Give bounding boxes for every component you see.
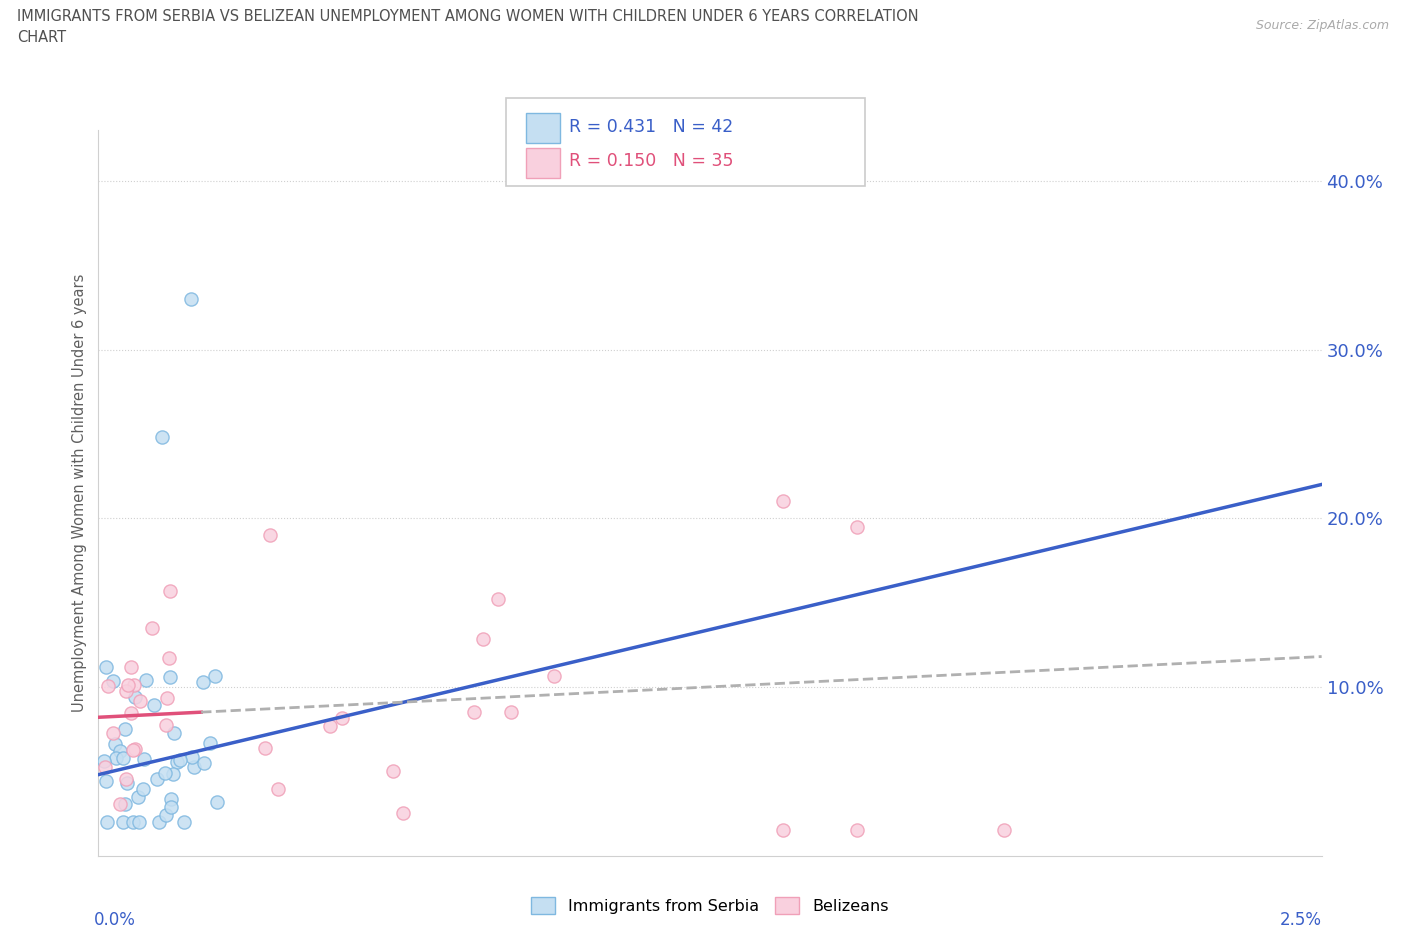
Point: [159, 670, 181, 684]
Point: [122, 815, 145, 830]
Point: [112, 751, 135, 765]
Legend: Immigrants from Serbia, Belizeans: Immigrants from Serbia, Belizeans: [524, 891, 896, 920]
Point: [115, 776, 138, 790]
Point: [101, 673, 124, 688]
Point: [117, 678, 139, 693]
Point: [108, 796, 131, 811]
Point: [141, 620, 163, 635]
Point: [499, 704, 522, 719]
Point: [134, 751, 156, 766]
Point: [259, 527, 281, 542]
Point: [96, 659, 118, 674]
Point: [150, 430, 173, 445]
Point: [193, 755, 215, 770]
Point: [120, 706, 142, 721]
Point: [392, 805, 415, 820]
Point: [183, 759, 205, 774]
Point: [155, 718, 177, 733]
Point: [159, 584, 181, 599]
Point: [96, 774, 118, 789]
Point: [97, 678, 120, 693]
Point: [135, 672, 157, 687]
Point: [96, 815, 118, 830]
Text: R = 0.431   N = 42: R = 0.431 N = 42: [569, 118, 734, 136]
Point: [155, 807, 177, 822]
Point: [173, 815, 195, 830]
Point: [155, 765, 177, 780]
Point: [93, 760, 115, 775]
Point: [128, 815, 150, 830]
Point: [132, 781, 155, 796]
Point: [115, 684, 138, 699]
Point: [104, 737, 127, 751]
Text: 2.5%: 2.5%: [1279, 911, 1322, 929]
Point: [115, 771, 138, 786]
Point: [253, 741, 276, 756]
Point: [200, 736, 222, 751]
Point: [114, 796, 136, 811]
Point: [146, 771, 169, 786]
Point: [205, 795, 228, 810]
Point: [129, 694, 152, 709]
Point: [318, 719, 340, 734]
Text: CHART: CHART: [17, 30, 66, 45]
Point: [148, 815, 170, 830]
Point: [124, 741, 146, 756]
Point: [93, 754, 115, 769]
Point: [127, 790, 149, 804]
Point: [166, 755, 188, 770]
Point: [267, 781, 290, 796]
Text: Source: ZipAtlas.com: Source: ZipAtlas.com: [1256, 19, 1389, 32]
Point: [180, 750, 202, 764]
Point: [157, 651, 180, 666]
Point: [105, 751, 128, 765]
Y-axis label: Unemployment Among Women with Children Under 6 years: Unemployment Among Women with Children U…: [72, 273, 87, 712]
Point: [463, 705, 485, 720]
Point: [543, 668, 565, 683]
Point: [191, 674, 214, 689]
Point: [163, 725, 186, 740]
Point: [382, 764, 405, 778]
Point: [204, 669, 226, 684]
Point: [471, 631, 494, 646]
Point: [114, 721, 136, 736]
Point: [111, 815, 134, 830]
Text: IMMIGRANTS FROM SERBIA VS BELIZEAN UNEMPLOYMENT AMONG WOMEN WITH CHILDREN UNDER : IMMIGRANTS FROM SERBIA VS BELIZEAN UNEMP…: [17, 9, 918, 24]
Point: [993, 823, 1015, 838]
Text: R = 0.150   N = 35: R = 0.150 N = 35: [569, 153, 734, 170]
Point: [772, 494, 794, 509]
Point: [142, 698, 165, 712]
Point: [162, 767, 184, 782]
Point: [122, 742, 145, 757]
Point: [108, 744, 131, 759]
Point: [772, 823, 794, 838]
Point: [180, 291, 202, 306]
Point: [486, 591, 509, 606]
Point: [330, 711, 353, 725]
Point: [169, 752, 191, 767]
Point: [124, 689, 146, 704]
Point: [845, 519, 868, 534]
Point: [156, 691, 179, 706]
Point: [122, 677, 145, 692]
Text: 0.0%: 0.0%: [94, 911, 135, 929]
Point: [101, 726, 124, 741]
Point: [160, 792, 183, 807]
Point: [120, 659, 142, 674]
Point: [845, 823, 868, 838]
Point: [159, 800, 181, 815]
